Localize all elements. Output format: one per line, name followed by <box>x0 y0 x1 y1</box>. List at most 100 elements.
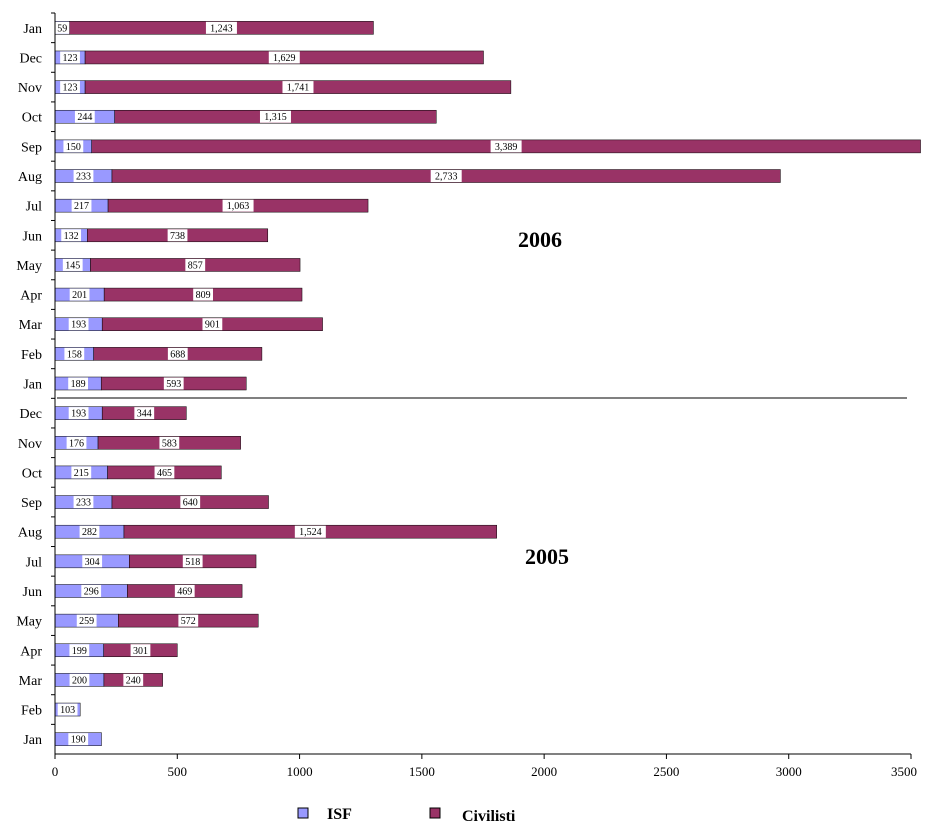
data-labels-layer: 59 1,243 123 1,629 123 1,741 244 1,315 150 3,389 2… <box>55 21 522 746</box>
data-label-civilisti: 1,315 <box>264 112 287 123</box>
category-label: Feb <box>21 704 42 719</box>
data-label-bg <box>57 703 78 716</box>
category-label: Jul <box>26 555 42 570</box>
data-label-isf: 217 <box>74 201 89 212</box>
data-label-isf: 158 <box>67 349 82 360</box>
data-label-isf: 200 <box>72 675 87 686</box>
category-label: Jun <box>23 229 42 244</box>
data-label-bg <box>154 466 175 479</box>
data-label-bg <box>68 377 89 390</box>
x-tick-label: 3500 <box>891 764 917 779</box>
data-label-isf: 190 <box>71 735 86 746</box>
data-label-isf: 132 <box>64 231 79 242</box>
x-tick-label: 0 <box>52 764 59 779</box>
category-label: Dec <box>19 51 42 66</box>
legend: ISF Civilisti <box>297 806 516 823</box>
data-label-isf: 189 <box>71 379 86 390</box>
data-label-isf: 215 <box>74 468 89 479</box>
data-label-bg <box>73 170 94 183</box>
category-label: Jan <box>23 378 42 393</box>
category-label: Mar <box>19 318 43 333</box>
category-label: Jan <box>23 733 42 748</box>
data-label-isf: 59 <box>57 23 67 34</box>
x-tick-label: 500 <box>168 764 188 779</box>
category-label: May <box>16 615 42 630</box>
data-label-civilisti: 1,243 <box>210 23 233 34</box>
data-label-isf: 103 <box>60 705 75 716</box>
data-label-civilisti: 857 <box>188 260 203 271</box>
bars-layer <box>54 21 921 746</box>
category-label: Oct <box>22 111 42 126</box>
category-label: Sep <box>21 140 42 155</box>
data-label-isf: 259 <box>79 616 94 627</box>
data-label-bg <box>134 407 155 420</box>
data-label-civilisti: 901 <box>205 320 220 331</box>
category-label: Jul <box>26 200 42 215</box>
data-label-bg <box>66 436 87 449</box>
data-label-bg <box>182 555 203 568</box>
data-label-bg <box>123 673 144 686</box>
category-label: Jan <box>23 22 42 37</box>
x-tick-label: 1000 <box>287 764 313 779</box>
x-tick-label: 2000 <box>531 764 557 779</box>
legend-label-isf: ISF <box>327 806 352 823</box>
data-label-isf: 199 <box>72 646 87 657</box>
data-label-bg <box>61 229 82 242</box>
data-label-bg <box>490 140 522 153</box>
data-label-civilisti: 1,063 <box>227 201 250 212</box>
data-label-bg <box>193 288 213 301</box>
data-label-bg <box>69 673 90 686</box>
legend-label-civilisti: Civilisti <box>462 808 516 823</box>
data-label-civilisti: 465 <box>157 468 172 479</box>
data-label-bg <box>159 436 180 449</box>
data-label-bg <box>60 51 80 64</box>
data-label-bg <box>71 466 92 479</box>
data-label-bg <box>167 229 188 242</box>
data-label-civilisti: 344 <box>137 409 152 420</box>
data-label-bg <box>68 733 89 746</box>
data-label-civilisti: 469 <box>177 586 192 597</box>
category-label: Mar <box>19 674 43 689</box>
x-tick-label: 2500 <box>653 764 679 779</box>
category-label: Feb <box>21 348 42 363</box>
data-label-civilisti: 2,733 <box>435 172 458 183</box>
data-label-isf: 296 <box>84 586 99 597</box>
category-label: Nov <box>18 437 42 452</box>
data-label-bg <box>205 21 237 34</box>
data-label-bg <box>180 496 201 509</box>
data-label-bg <box>69 644 90 657</box>
data-label-isf: 176 <box>69 438 84 449</box>
data-label-civilisti: 583 <box>162 438 177 449</box>
data-label-bg <box>68 407 89 420</box>
data-label-bg <box>79 525 100 538</box>
legend-swatch-isf <box>297 807 309 819</box>
legend-swatch-civilisti <box>429 807 441 819</box>
data-label-civilisti: 1,524 <box>299 527 322 538</box>
data-label-bg <box>167 347 188 360</box>
category-label: Apr <box>20 644 42 659</box>
data-label-civilisti: 518 <box>185 557 200 568</box>
category-label: Aug <box>18 170 42 185</box>
data-label-bg <box>178 614 199 627</box>
data-label-civilisti: 240 <box>126 675 141 686</box>
data-label-bg <box>202 318 223 331</box>
data-label-bg <box>268 51 300 64</box>
data-label-bg <box>68 318 89 331</box>
data-label-bg <box>69 288 90 301</box>
data-label-bg <box>81 584 102 597</box>
data-label-bg <box>74 110 95 123</box>
data-label-civilisti: 572 <box>181 616 196 627</box>
data-label-bg <box>430 170 462 183</box>
category-label: Nov <box>18 81 42 96</box>
data-label-civilisti: 738 <box>170 231 185 242</box>
data-label-bg <box>73 496 94 509</box>
data-label-bg <box>76 614 97 627</box>
category-label: May <box>16 259 42 274</box>
x-tick-label: 1500 <box>409 764 435 779</box>
data-label-civilisti: 809 <box>196 290 211 301</box>
data-label-bg <box>282 81 314 94</box>
data-label-bg <box>82 555 103 568</box>
data-label-bg <box>163 377 184 390</box>
data-label-bg <box>55 21 70 34</box>
data-label-isf: 150 <box>66 142 81 153</box>
